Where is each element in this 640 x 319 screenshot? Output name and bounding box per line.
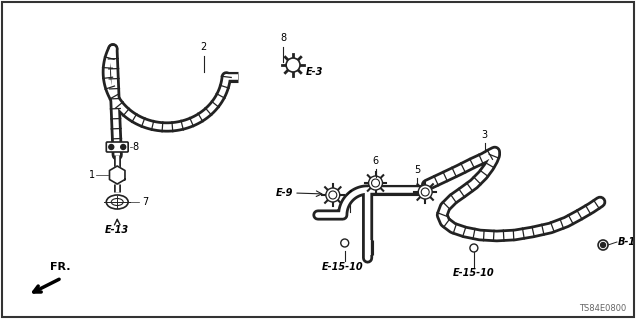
Circle shape	[598, 240, 608, 250]
Circle shape	[340, 239, 349, 247]
Text: E-15-10: E-15-10	[453, 268, 495, 278]
Circle shape	[419, 185, 432, 199]
Text: 8: 8	[280, 33, 286, 43]
Circle shape	[286, 58, 300, 72]
Text: 8: 8	[132, 142, 138, 152]
Text: B-1: B-1	[618, 237, 636, 247]
Text: TS84E0800: TS84E0800	[579, 304, 626, 313]
Circle shape	[121, 145, 125, 150]
Circle shape	[421, 188, 429, 196]
Ellipse shape	[111, 198, 123, 205]
FancyBboxPatch shape	[106, 142, 128, 152]
Circle shape	[470, 244, 478, 252]
Text: E-3: E-3	[306, 67, 323, 77]
Text: E-9: E-9	[276, 188, 293, 198]
Circle shape	[329, 191, 337, 199]
Text: E-13: E-13	[105, 225, 129, 235]
Text: 7: 7	[142, 197, 148, 207]
Circle shape	[372, 179, 380, 187]
Text: 5: 5	[414, 165, 420, 175]
Circle shape	[600, 242, 605, 248]
Text: 1: 1	[89, 170, 95, 180]
Text: 3: 3	[482, 130, 488, 140]
Text: E-15-10: E-15-10	[322, 262, 364, 272]
Ellipse shape	[106, 195, 128, 209]
Text: 2: 2	[200, 42, 207, 52]
Text: 6: 6	[372, 156, 379, 166]
Circle shape	[326, 188, 340, 202]
Polygon shape	[109, 166, 125, 184]
Text: 4: 4	[347, 190, 353, 200]
Text: FR.: FR.	[50, 262, 70, 272]
Circle shape	[369, 176, 383, 190]
Circle shape	[109, 145, 114, 150]
